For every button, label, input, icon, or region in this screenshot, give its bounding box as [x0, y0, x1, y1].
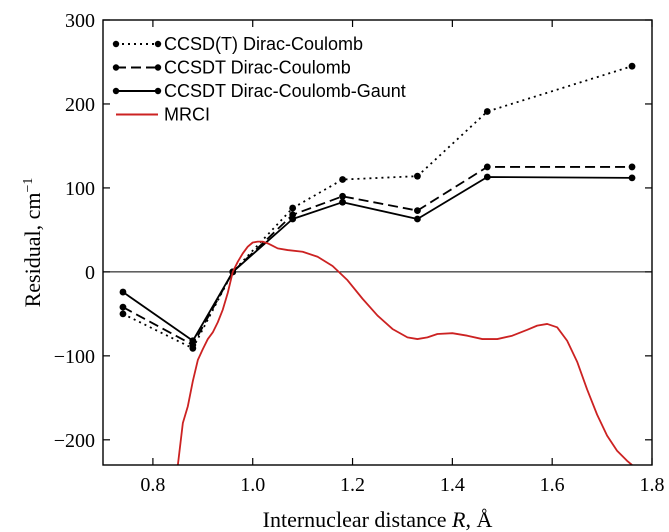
- data-point-ccsdt-dirac-coulomb-gaunt: [119, 288, 127, 296]
- legend-marker-ccsdt-dirac-coulomb: [112, 64, 120, 71]
- legend: CCSD(T) Dirac-Coulomb CCSDT Dirac-Coulomb…: [112, 34, 406, 125]
- y-axis-title: Residual, cm−1: [20, 178, 45, 308]
- data-point-ccsdt-dirac-coulomb: [483, 163, 491, 171]
- data-point-ccsd-t-dirac-coulomb: [483, 108, 491, 115]
- legend-marker-ccsdt-dirac-coulomb-gaunt: [154, 87, 162, 95]
- data-point-ccsdt-dirac-coulomb: [628, 163, 636, 171]
- legend-label-ccsd-t-dirac-coulomb: CCSD(T) Dirac-Coulomb: [164, 34, 363, 54]
- data-point-ccsd-t-dirac-coulomb: [289, 204, 297, 212]
- data-point-ccsd-t-dirac-coulomb: [119, 310, 127, 318]
- data-point-ccsdt-dirac-coulomb-gaunt: [628, 174, 636, 182]
- y-tick-label: 100: [65, 178, 95, 200]
- x-tick-label: 1.6: [540, 474, 565, 496]
- y-tick-label: 200: [65, 94, 95, 116]
- legend-marker-ccsdt-dirac-coulomb: [154, 64, 162, 71]
- axes-layer: 0.8 1.0 1.2 1.4 1.6 1.8 −200 −100 0 100 200 300: [54, 10, 665, 496]
- x-axis-title: Internuclear distance R, Å: [263, 507, 493, 532]
- data-point-ccsdt-dirac-coulomb: [414, 207, 421, 214]
- series-line-ccsdt-dirac-coulomb: [122, 166, 633, 346]
- series-line-mrci: [176, 240, 633, 465]
- data-point-ccsd-t-dirac-coulomb: [628, 62, 636, 70]
- y-tick-label: 300: [65, 10, 95, 32]
- data-point-ccsdt-dirac-coulomb-gaunt: [483, 173, 491, 181]
- legend-label-ccsdt-dirac-coulomb-gaunt: CCSDT Dirac-Coulomb-Gaunt: [164, 81, 406, 101]
- data-point-ccsdt-dirac-coulomb: [119, 303, 127, 311]
- data-point-ccsdt-dirac-coulomb-gaunt: [414, 215, 421, 223]
- legend-marker-ccsd-t-dirac-coulomb: [112, 40, 120, 48]
- data-point-ccsd-t-dirac-coulomb: [339, 176, 346, 183]
- series-line-ccsdt-dirac-coulomb-gaunt: [122, 176, 633, 342]
- data-point-ccsd-t-dirac-coulomb: [414, 172, 421, 180]
- x-tick-label: 1.4: [440, 474, 465, 496]
- plot-layer: [103, 62, 652, 465]
- plot-frame: [102, 19, 653, 466]
- legend-label-mrci: MRCI: [164, 105, 210, 125]
- series-line-ccsd-t-dirac-coulomb: [122, 65, 633, 350]
- x-tick-label: 1.2: [340, 474, 365, 496]
- data-point-ccsdt-dirac-coulomb-gaunt: [339, 198, 346, 206]
- y-tick-label: −100: [54, 346, 95, 368]
- x-tick-label: 1.8: [640, 474, 665, 496]
- x-tick-label: 0.8: [140, 474, 165, 496]
- x-tick-label: 1.0: [240, 474, 265, 496]
- data-point-ccsdt-dirac-coulomb-gaunt: [189, 337, 197, 345]
- legend-marker-ccsdt-dirac-coulomb-gaunt: [112, 87, 120, 95]
- y-tick-label: 0: [85, 262, 95, 284]
- data-point-ccsdt-dirac-coulomb-gaunt: [289, 215, 297, 223]
- legend-marker-ccsd-t-dirac-coulomb: [154, 40, 162, 48]
- y-tick-label: −200: [54, 430, 95, 452]
- legend-label-ccsdt-dirac-coulomb: CCSDT Dirac-Coulomb: [164, 58, 351, 78]
- data-point-ccsdt-dirac-coulomb: [339, 192, 346, 200]
